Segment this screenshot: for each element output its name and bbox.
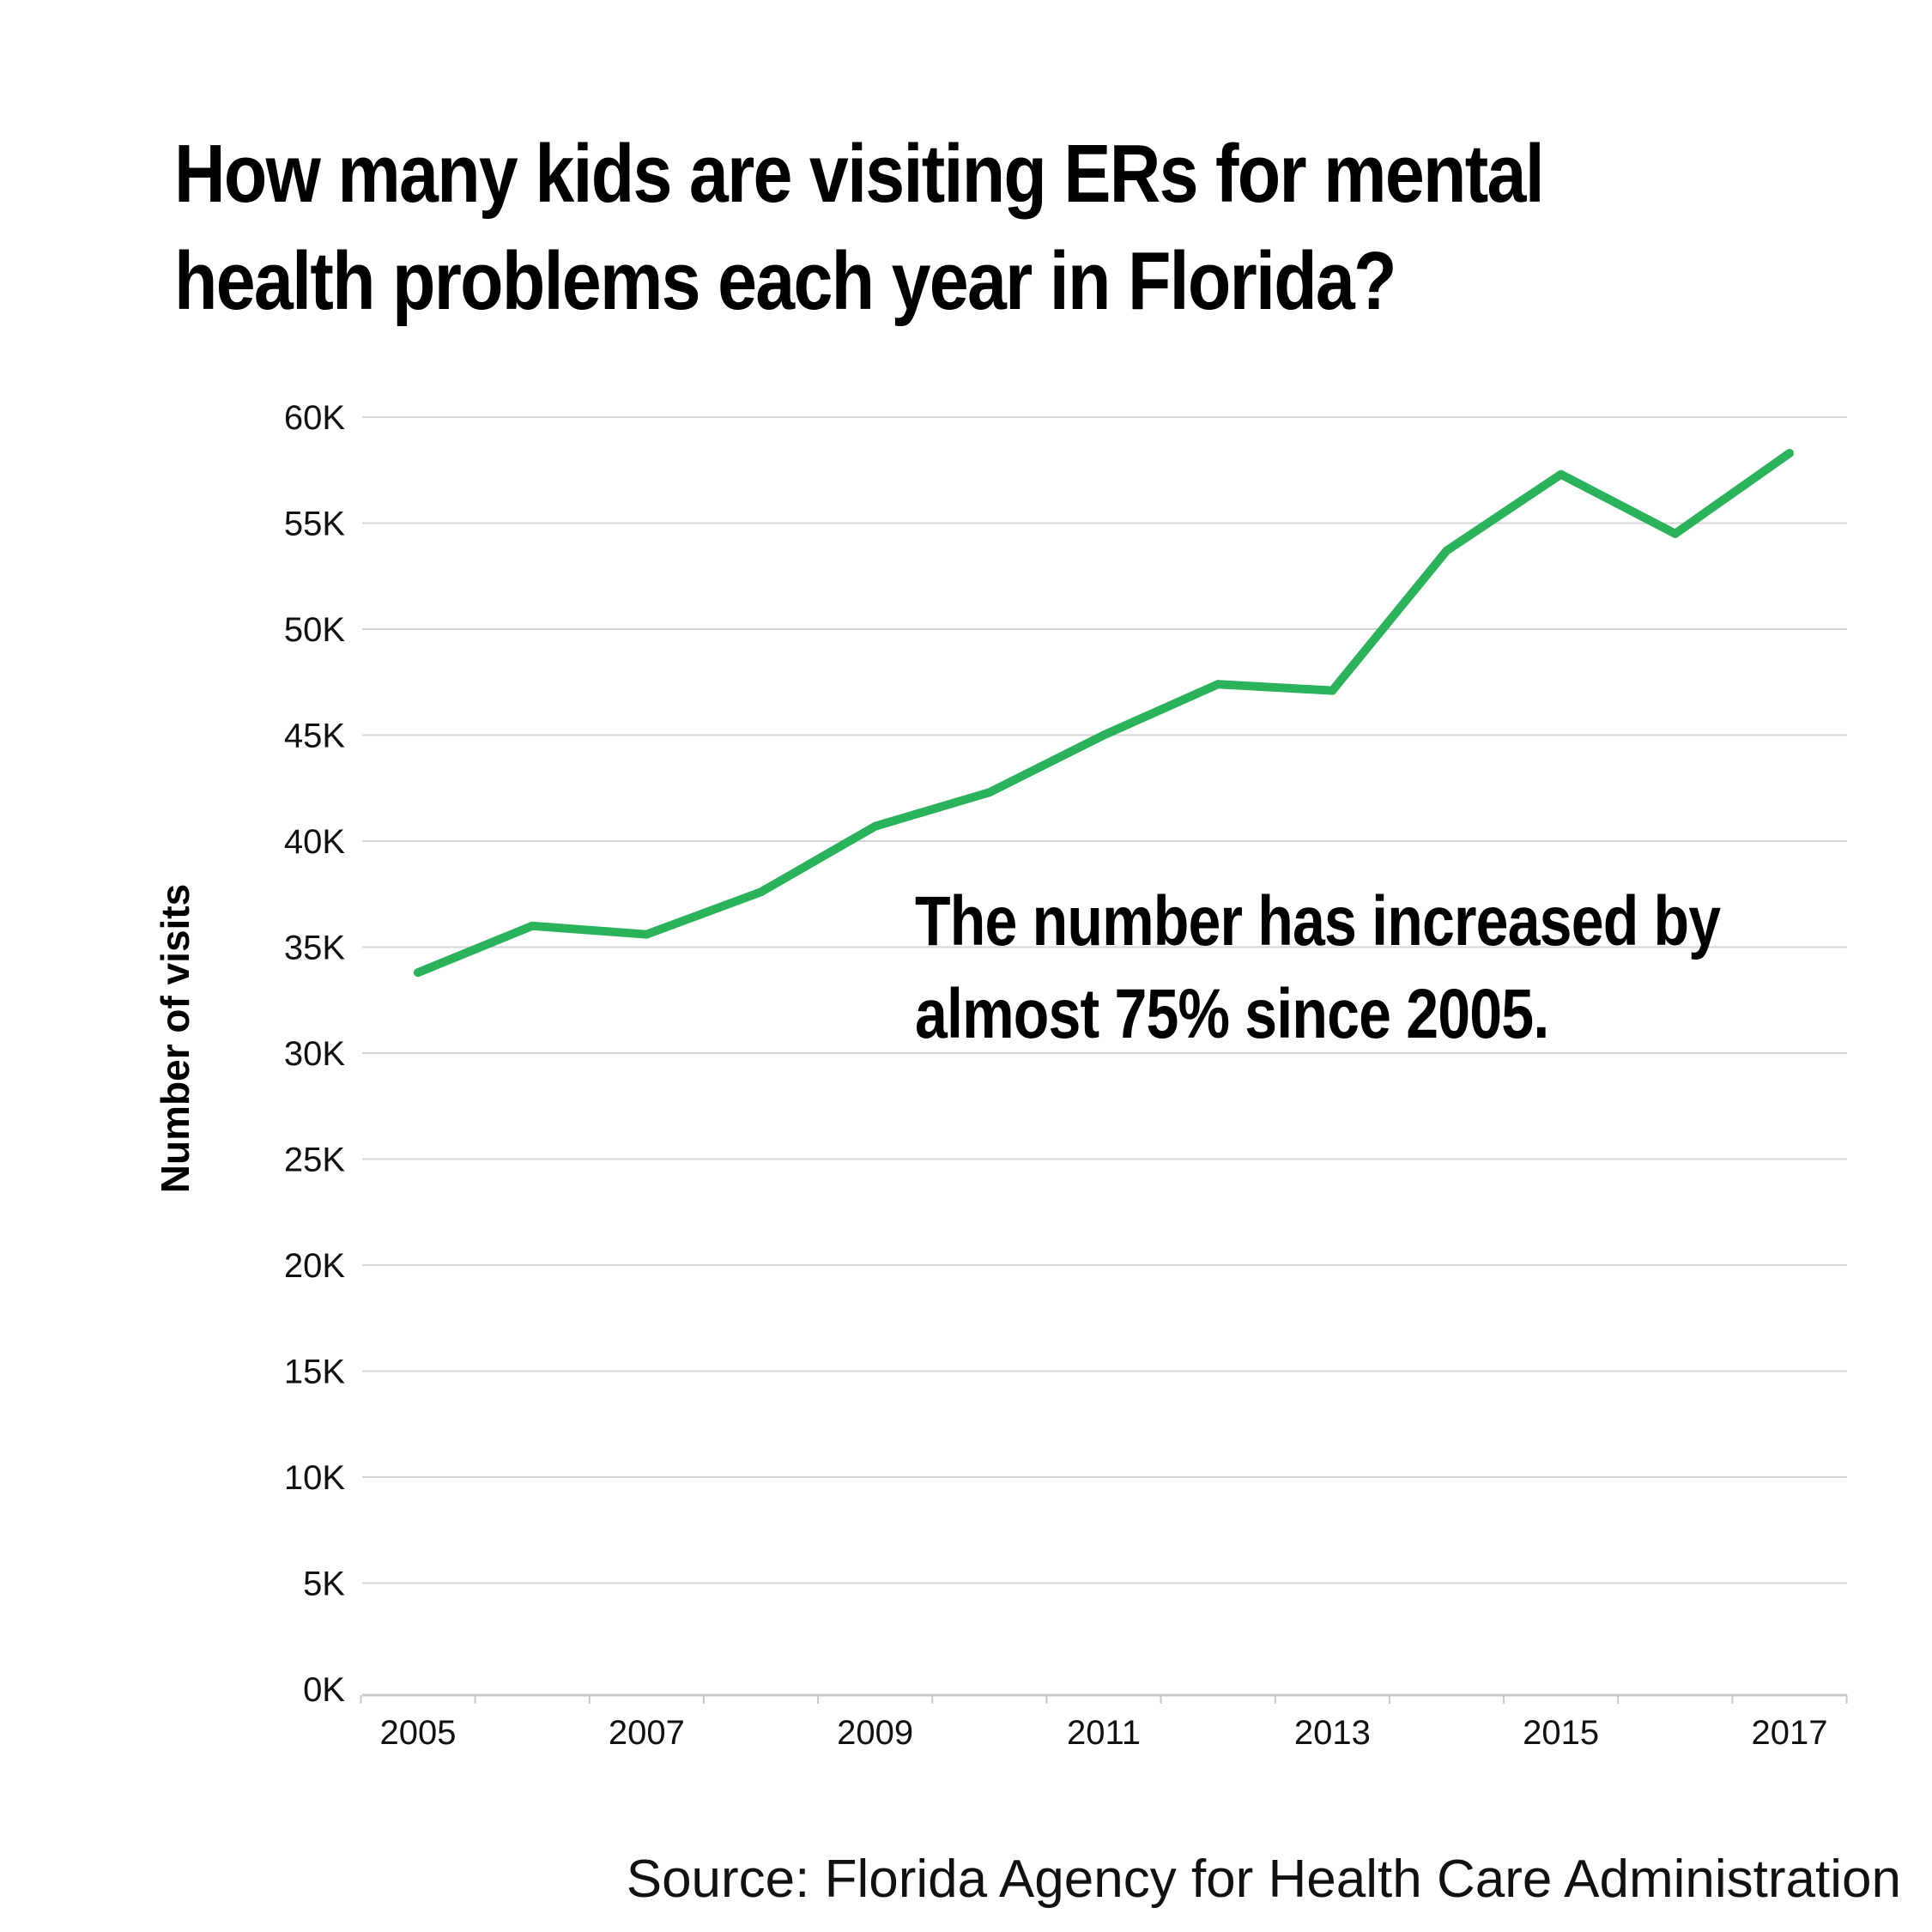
x-tick-label: 2009 — [837, 1714, 913, 1752]
x-tick-label: 2015 — [1523, 1714, 1599, 1752]
y-tick-label: 25K — [284, 1142, 345, 1179]
chart-annotation: The number has increased by almost 75% s… — [915, 882, 1721, 1053]
y-tick-label: 40K — [284, 823, 345, 861]
y-tick-label: 10K — [284, 1459, 345, 1497]
data-point — [642, 930, 651, 939]
x-tick-label: 2013 — [1294, 1714, 1371, 1752]
data-point — [1556, 469, 1566, 479]
data-point — [984, 788, 994, 797]
y-tick-label: 60K — [284, 399, 345, 437]
data-point — [1099, 730, 1108, 740]
y-tick-label: 45K — [284, 718, 345, 755]
y-axis-label: Number of visits — [153, 884, 197, 1193]
y-tick-label: 30K — [284, 1035, 345, 1073]
data-point — [756, 887, 766, 897]
data-point — [1328, 686, 1337, 695]
x-axis-tick-labels: 2005 2007 2009 2011 2013 2015 2017 — [380, 1714, 1828, 1752]
y-tick-label: 55K — [284, 506, 345, 543]
data-point — [1785, 448, 1794, 457]
gridlines — [362, 416, 1847, 1584]
y-tick-label: 0K — [303, 1671, 345, 1709]
x-tick-label: 2017 — [1752, 1714, 1828, 1752]
y-tick-label: 35K — [284, 930, 345, 967]
data-point — [1442, 546, 1451, 555]
y-tick-label: 20K — [284, 1247, 345, 1285]
source-note: Source: Florida Agency for Health Care A… — [626, 1850, 1901, 1909]
x-tick-label: 2005 — [380, 1714, 457, 1752]
data-point — [528, 921, 537, 930]
y-tick-label: 50K — [284, 611, 345, 649]
data-point — [1670, 529, 1680, 538]
data-point — [414, 968, 422, 978]
y-axis-tick-labels: 0K 5K 10K 15K 20K 25K 30K 35K 40K 45K 50K 55K 60K — [284, 399, 345, 1709]
x-axis — [360, 1693, 1848, 1704]
y-tick-label: 15K — [284, 1354, 345, 1391]
x-tick-label: 2011 — [1067, 1714, 1141, 1752]
x-tick-label: 2007 — [609, 1714, 685, 1752]
series-group — [414, 448, 1794, 978]
data-point — [870, 821, 880, 831]
y-tick-label: 5K — [303, 1566, 345, 1603]
data-point — [1214, 680, 1223, 689]
chart-title: How many kids are visiting ERs for menta… — [174, 128, 1545, 327]
